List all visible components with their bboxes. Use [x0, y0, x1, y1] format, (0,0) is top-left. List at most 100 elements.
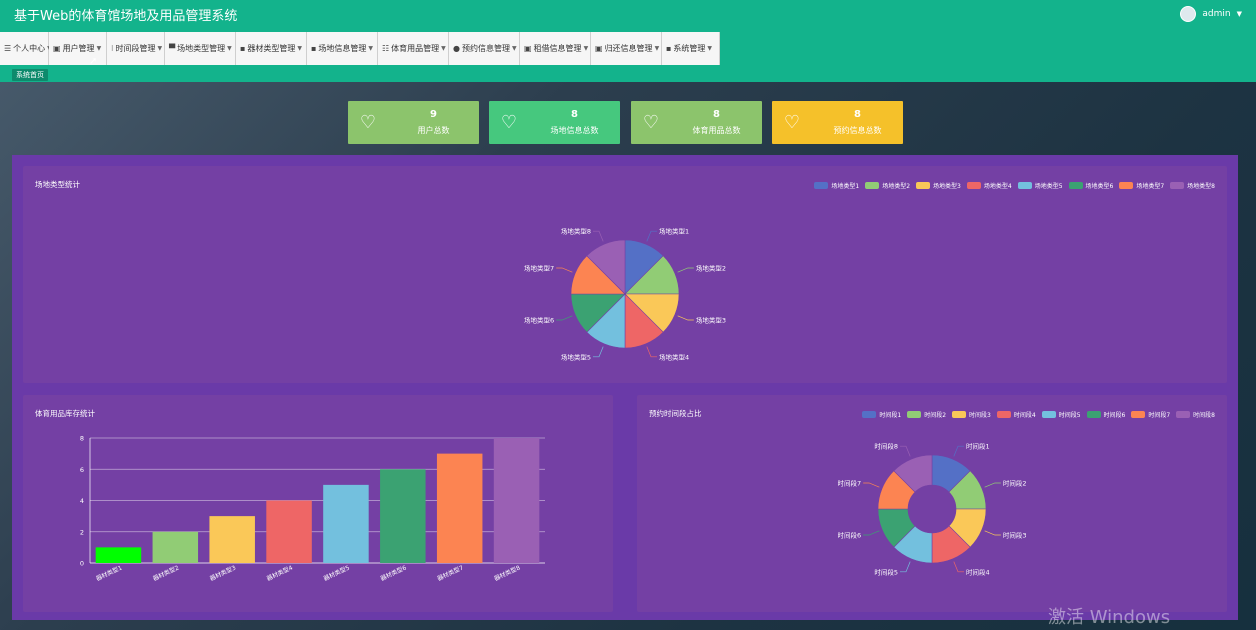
legend-item[interactable]: 场地类型3 [916, 181, 961, 190]
chevron-down-icon[interactable]: ▼ [1236, 10, 1242, 18]
stat-value: 8 [713, 109, 720, 120]
heart-icon: ♡ [783, 112, 801, 133]
stat-value: 8 [854, 109, 861, 120]
legend-swatch [1176, 411, 1191, 418]
breadcrumb[interactable]: 系统首页 [12, 69, 48, 81]
pie-slice[interactable] [893, 454, 933, 493]
menu-item-8[interactable]: ● 预约信息管理 ▼ [449, 32, 520, 65]
menu-item-6[interactable]: ▪ 场地信息管理 ▼ [307, 32, 378, 65]
menu-icon: ▣ [595, 44, 603, 53]
legend-label: 时间段3 [969, 412, 991, 419]
menu-label: 预约信息管理 [461, 44, 510, 53]
slice-label: 场地类型8 [561, 227, 591, 236]
x-tick-label: 器材类型7 [436, 563, 465, 582]
stat-card[interactable]: ♡ 8 预约信息总数 [772, 101, 903, 144]
bar[interactable] [436, 453, 483, 563]
chevron-down-icon: ▼ [441, 45, 446, 52]
menu-item-10[interactable]: ▣ 归还信息管理 ▼ [591, 32, 662, 65]
bar[interactable] [266, 500, 312, 564]
slice-label-line [677, 267, 694, 273]
menu-item-9[interactable]: ▣ 租借信息管理 ▼ [520, 32, 591, 65]
x-tick-label: 器材类型8 [493, 563, 522, 582]
menu-item-1[interactable]: ☰个人中心▼ [0, 32, 52, 65]
legend-label: 时间段2 [924, 412, 947, 419]
legend-item[interactable]: 时间段6 [1086, 410, 1125, 419]
legend-item[interactable]: 时间段3 [952, 410, 991, 419]
bar[interactable] [380, 469, 426, 563]
user-menu[interactable]: admin ▼ [1180, 6, 1242, 22]
legend-item[interactable]: 场地类型4 [966, 181, 1012, 190]
legend-item[interactable]: 场地类型6 [1068, 181, 1113, 190]
menu-label: 归还信息管理 [604, 44, 653, 53]
bar[interactable] [95, 547, 142, 563]
legend-label: 时间段1 [879, 412, 902, 419]
legend-item[interactable]: 场地类型7 [1119, 181, 1164, 190]
bar-chart: 0 2 4 6 8 器材类型1 器材类型2 器材类型3 器材类型4 器材类型5 器材类型6 器材类型7… [80, 435, 545, 583]
chevron-down-icon: ▼ [707, 45, 713, 52]
legend-swatch [966, 182, 981, 189]
stat-label: 场地信息总数 [550, 126, 599, 135]
legend-item[interactable]: 时间段7 [1131, 410, 1170, 419]
stat-card[interactable]: ♡ 9 用户总数 [348, 101, 479, 144]
legend-swatch [814, 182, 829, 189]
pie-slice[interactable] [586, 239, 626, 295]
slice-label-line [646, 346, 658, 358]
stat-card[interactable]: ♡ 8 体育用品总数 [631, 101, 762, 144]
slice-label-line [899, 445, 911, 457]
chevron-down-icon: ▼ [297, 45, 303, 52]
menu-item-7[interactable]: ☷ 体育用品管理 ▼ [378, 32, 449, 65]
donut-chart: 时间段1 时间段2 时间段3 时间段4 时间段5 时间段6 时间段7 时间段8 [838, 442, 1027, 577]
y-tick-label: 2 [80, 528, 84, 536]
slice-label: 时间段3 [1003, 531, 1027, 540]
windows-activation-watermark: 激活 Windows [1048, 607, 1171, 628]
y-tick-label: 8 [80, 435, 84, 443]
menu-label: 系统管理 [673, 44, 706, 53]
legend-swatch [1119, 182, 1134, 189]
legend-label: 时间段5 [1058, 412, 1081, 419]
menu-label: 场地信息管理 [318, 44, 367, 53]
slice-label-line [984, 530, 1001, 536]
legend-swatch [996, 411, 1011, 418]
menu-icon: ▀ [169, 44, 176, 53]
slice-label-line [863, 482, 880, 488]
legend-label: 时间段7 [1148, 412, 1171, 419]
chevron-down-icon: ▼ [368, 45, 374, 52]
legend-item[interactable]: 场地类型8 [1170, 181, 1215, 190]
stat-card[interactable]: ♡ 8 场地信息总数 [489, 101, 620, 144]
legend-item[interactable]: 时间段8 [1176, 410, 1215, 419]
bar[interactable] [209, 516, 255, 563]
menu-label: 租借信息管理 [533, 44, 582, 53]
legend-item[interactable]: 场地类型5 [1017, 181, 1063, 190]
menu-item-11[interactable]: ▪ 系统管理 ▼ [662, 32, 720, 65]
menu-item-5[interactable]: ▪ 器材类型管理 ▼ [236, 32, 307, 65]
stat-value: 8 [571, 109, 578, 120]
menu-item-4[interactable]: ▀ 场地类型管理 ▼ [165, 32, 236, 65]
legend-item[interactable]: 时间段2 [907, 410, 946, 419]
menu-label: 时间段管理 [115, 44, 156, 53]
slice-label: 场地类型7 [524, 263, 554, 272]
menu-icon: ▣ [524, 44, 532, 53]
bar[interactable] [323, 484, 369, 563]
bar[interactable] [152, 531, 199, 563]
legend-item[interactable]: 场地类型2 [865, 181, 910, 190]
legend-swatch [865, 182, 880, 189]
username[interactable]: admin [1202, 9, 1231, 19]
legend-label: 时间段8 [1193, 412, 1215, 419]
slice-label: 时间段2 [1003, 478, 1027, 487]
x-tick-label: 器材类型6 [379, 563, 408, 582]
legend-label: 场地类型3 [933, 183, 961, 190]
legend-item[interactable]: 时间段1 [862, 410, 901, 419]
legend-item[interactable]: 时间段4 [996, 410, 1036, 419]
legend-item[interactable]: 时间段5 [1041, 410, 1081, 419]
slice-label-line [953, 445, 965, 457]
legend-label: 场地类型1 [831, 183, 860, 190]
avatar[interactable] [1180, 6, 1197, 22]
pie-legend: 场地类型1 场地类型2 场地类型3 场地类型4 场地类型5 场地类型6 场地类型7 场地类型8 [814, 181, 1215, 190]
menu-item-2[interactable]: ▣ 用户管理 ▼ [49, 32, 107, 65]
slice-label: 时间段7 [838, 478, 862, 487]
bar[interactable] [493, 438, 540, 563]
legend-item[interactable]: 场地类型1 [814, 181, 859, 190]
menu-item-3[interactable]: ⁝ 时间段管理 ▼ [107, 32, 165, 65]
donut-legend: 时间段1 时间段2 时间段3 时间段4 时间段5 时间段6 时间段7 时间段8 [862, 410, 1215, 419]
chevron-down-icon: ▼ [583, 45, 589, 52]
